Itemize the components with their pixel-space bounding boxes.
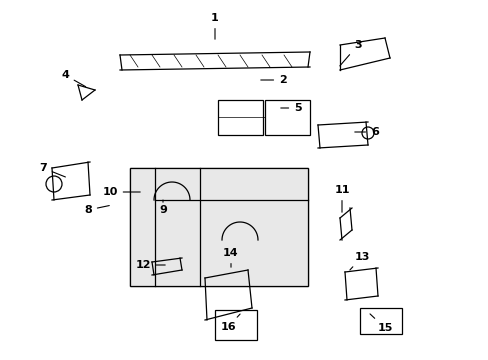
Text: 4: 4 [61, 70, 85, 87]
Text: 2: 2 [260, 75, 286, 85]
Text: 7: 7 [39, 163, 65, 177]
Text: 3: 3 [339, 40, 361, 66]
Text: 12: 12 [135, 260, 165, 270]
Text: 1: 1 [211, 13, 219, 39]
Text: 6: 6 [354, 127, 378, 137]
Text: 16: 16 [220, 314, 240, 332]
Bar [130, 168, 307, 286]
Text: 10: 10 [102, 187, 140, 197]
Text: 11: 11 [334, 185, 349, 212]
Text: 15: 15 [369, 314, 392, 333]
Bar [130, 168, 307, 286]
Bar [130, 168, 307, 286]
Bar [218, 100, 263, 135]
Bar [264, 100, 309, 135]
Text: 5: 5 [280, 103, 301, 113]
Bar [215, 310, 257, 340]
Text: 9: 9 [159, 200, 166, 215]
Bar [359, 308, 401, 334]
Text: 14: 14 [223, 248, 238, 267]
Text: 8: 8 [84, 205, 109, 215]
Text: 13: 13 [349, 252, 369, 270]
